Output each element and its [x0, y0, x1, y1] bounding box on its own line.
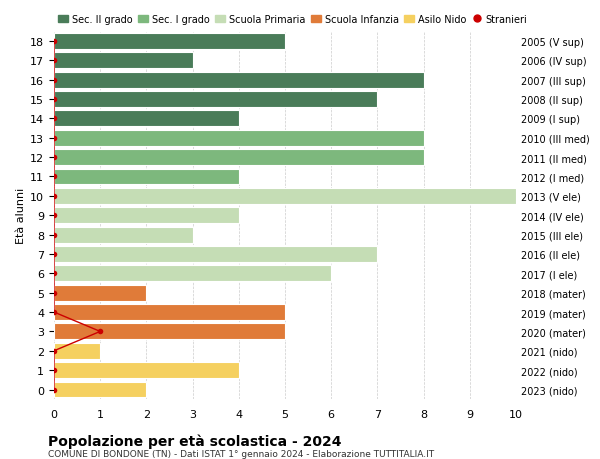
Bar — [54, 266, 331, 282]
Bar — [54, 227, 193, 243]
Text: COMUNE DI BONDONE (TN) - Dati ISTAT 1° gennaio 2024 - Elaborazione TUTTITALIA.IT: COMUNE DI BONDONE (TN) - Dati ISTAT 1° g… — [48, 449, 434, 458]
Bar — [54, 246, 377, 262]
Bar — [54, 304, 285, 320]
Bar — [54, 73, 424, 89]
Y-axis label: Anni di nascita: Anni di nascita — [598, 174, 600, 257]
Bar — [54, 382, 146, 397]
Bar — [54, 169, 239, 185]
Text: Popolazione per età scolastica - 2024: Popolazione per età scolastica - 2024 — [48, 434, 341, 448]
Bar — [54, 34, 285, 50]
Bar — [54, 208, 239, 224]
Bar — [54, 343, 100, 359]
Bar — [54, 150, 424, 166]
Bar — [54, 324, 285, 340]
Bar — [54, 189, 516, 204]
Bar — [54, 285, 146, 301]
Bar — [54, 111, 239, 127]
Bar — [54, 363, 239, 378]
Legend: Sec. II grado, Sec. I grado, Scuola Primaria, Scuola Infanzia, Asilo Nido, Stran: Sec. II grado, Sec. I grado, Scuola Prim… — [54, 11, 532, 28]
Bar — [54, 53, 193, 69]
Bar — [54, 130, 424, 146]
Bar — [54, 92, 377, 108]
Y-axis label: Età alunni: Età alunni — [16, 188, 26, 244]
